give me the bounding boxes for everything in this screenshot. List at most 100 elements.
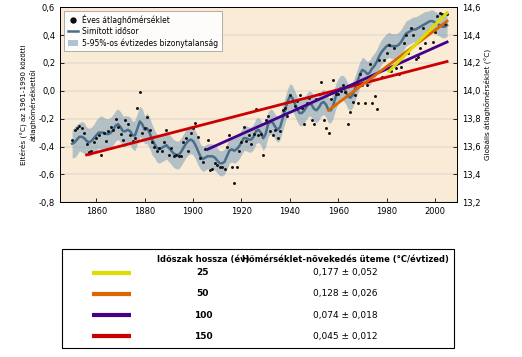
Point [133,105,141,110]
Point [152,148,161,154]
Text: 0,177 ± 0,052: 0,177 ± 0,052 [313,268,378,277]
Point [349,99,357,105]
Point [179,140,187,145]
Point [174,154,183,159]
Point [102,138,110,144]
Point [433,12,442,18]
Text: Hőmérséklet­növekedés üteme (°C/évtized): Hőmérséklet­növekedés üteme (°C/évtized) [242,255,449,264]
Point [431,29,439,35]
Point [85,149,93,155]
Point [126,132,134,138]
Point [160,140,168,145]
Point [429,39,437,45]
Text: 25: 25 [197,268,209,277]
Point [216,165,224,170]
Point [300,121,309,127]
Point [305,95,313,101]
Point [247,141,255,147]
Point [409,32,418,38]
Point [395,71,403,77]
Point [106,124,115,130]
Point [250,131,258,137]
Point [295,92,304,98]
Point [230,180,239,186]
Point [377,74,386,80]
Point [436,10,444,16]
Point [87,148,96,154]
Point [271,127,279,133]
Point [286,92,294,98]
Text: Időszak hossza (év): Időszak hossza (év) [157,255,249,264]
Point [276,129,284,134]
Point [116,131,125,137]
Point [257,131,265,137]
Point [75,123,84,129]
Point [307,117,316,123]
Point [145,127,153,133]
Point [373,106,381,112]
Point [94,132,103,138]
Point [375,57,384,63]
Text: 0,074 ± 0,018: 0,074 ± 0,018 [313,311,378,320]
Point [172,152,180,158]
Point [264,113,272,119]
Point [266,129,275,134]
Point [383,50,391,56]
Text: 0,128 ± 0,026: 0,128 ± 0,026 [313,290,378,298]
Point [213,162,221,167]
Point [198,159,207,165]
Point [351,92,359,98]
Point [310,121,318,127]
Point [438,11,446,17]
Point [361,100,369,106]
Y-axis label: Globális átlaghőmérséklet (°C): Globális átlaghőmérséklet (°C) [483,49,491,160]
Point [201,146,209,152]
Point [194,134,202,140]
Point [162,127,171,133]
Point [337,88,345,94]
Point [238,140,246,145]
Point [155,145,163,151]
Point [68,137,76,142]
Point [269,132,277,138]
Point [218,165,226,170]
Point [259,152,267,158]
Point [288,98,296,104]
Point [184,148,193,154]
Point [158,148,166,154]
Point [170,154,178,159]
Point [242,138,251,144]
Point [208,166,217,172]
FancyBboxPatch shape [62,248,454,348]
Point [206,167,214,173]
Point [353,100,362,106]
Point [404,50,412,56]
Point [331,91,340,96]
Point [228,165,236,170]
Point [167,145,175,151]
Point [419,25,427,31]
Point [443,11,451,17]
Point [291,103,299,109]
Point [220,166,229,172]
Point [182,135,190,141]
Y-axis label: Eltérés (°C) az 1961-1990 közötti
átlaghőmérséklettől: Eltérés (°C) az 1961-1990 közötti átlagh… [19,45,36,165]
Point [73,126,81,131]
Point [346,109,354,115]
Point [327,96,335,102]
Point [196,155,205,161]
Point [225,132,233,138]
Point [423,28,432,34]
Point [92,135,101,141]
Point [82,141,91,147]
Point [211,160,219,166]
Point [317,80,325,85]
Point [223,144,231,149]
Point [339,82,347,88]
Point [334,91,342,96]
Point [240,124,248,130]
Point [124,121,132,127]
Point [78,126,86,131]
Point [368,100,376,106]
Point [177,154,185,159]
